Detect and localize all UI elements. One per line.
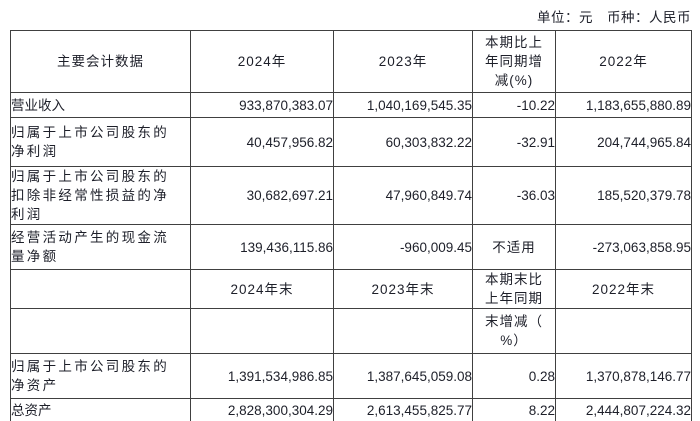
net-profit-2022: 204,744,965.84 xyxy=(555,117,692,167)
total-assets-2023: 2,613,455,825.77 xyxy=(333,398,473,421)
net-profit-excl-2023: 47,960,849.74 xyxy=(333,166,473,225)
continuation-blank-2 xyxy=(190,308,334,354)
total-assets-yoy: 8.22 xyxy=(472,398,556,421)
table-header-row-period-end: 2024年末 2023年末 本期末比 上年同期 2022年末 xyxy=(10,269,692,309)
header-year-2023: 2023年 xyxy=(333,30,473,93)
net-assets-2022: 1,370,878,146.77 xyxy=(555,353,692,399)
table-row-net-profit-excl-nonrecurring: 归属于上市公司股东的 扣除非经常性损益的净 利润 30,682,697.21 4… xyxy=(10,166,692,225)
net-assets-2024: 1,391,534,986.85 xyxy=(190,353,334,399)
header-year-2022: 2022年 xyxy=(555,30,692,93)
net-profit-2024: 40,457,956.82 xyxy=(190,117,334,167)
net-assets-yoy: 0.28 xyxy=(472,353,556,399)
table-row-net-assets: 归属于上市公司股东的 净资产 1,391,534,986.85 1,387,64… xyxy=(10,353,692,399)
operating-revenue-2024: 933,870,383.07 xyxy=(190,92,334,118)
operating-revenue-yoy: -10.22 xyxy=(472,92,556,118)
total-assets-2024: 2,828,300,304.29 xyxy=(190,398,334,421)
header-end-2024: 2024年末 xyxy=(190,269,334,309)
table-row-operating-cash-flow: 经营活动产生的现金流 量净额 139,436,115.86 -960,009.4… xyxy=(10,224,692,270)
header-main-accounting-data: 主要会计数据 xyxy=(10,30,191,93)
unit-currency-note: 单位：元 币种：人民币 xyxy=(537,10,691,25)
net-profit-2023: 60,303,832.22 xyxy=(333,117,473,167)
key-accounting-data-table: 主要会计数据 2024年 2023年 本期比上 年同期增 减(%) 2022年 … xyxy=(10,30,692,421)
table-row-operating-revenue: 营业收入 933,870,383.07 1,040,169,545.35 -10… xyxy=(10,92,692,118)
net-profit-excl-2022: 185,520,379.78 xyxy=(555,166,692,225)
table-row-net-profit: 归属于上市公司股东的 净利润 40,457,956.82 60,303,832.… xyxy=(10,117,692,167)
header-yoy-change-pct: 本期比上 年同期增 减(%) xyxy=(472,30,556,93)
header-end-yoy-change: 本期末比 上年同期 xyxy=(472,269,556,309)
continuation-blank-1 xyxy=(10,308,191,354)
header-end-2022: 2022年末 xyxy=(555,269,692,309)
label-operating-cash-flow: 经营活动产生的现金流 量净额 xyxy=(10,224,191,270)
table-header-row: 主要会计数据 2024年 2023年 本期比上 年同期增 减(%) 2022年 xyxy=(10,30,692,93)
label-net-profit-excl-nonrecurring: 归属于上市公司股东的 扣除非经常性损益的净 利润 xyxy=(10,166,191,225)
net-profit-excl-yoy: -36.03 xyxy=(472,166,556,225)
net-profit-excl-2024: 30,682,697.21 xyxy=(190,166,334,225)
net-profit-yoy: -32.91 xyxy=(472,117,556,167)
continuation-blank-3 xyxy=(333,308,473,354)
label-net-profit-attributable: 归属于上市公司股东的 净利润 xyxy=(10,117,191,167)
operating-revenue-2023: 1,040,169,545.35 xyxy=(333,92,473,118)
label-total-assets: 总资产 xyxy=(10,398,191,421)
total-assets-2022: 2,444,807,224.32 xyxy=(555,398,692,421)
operating-revenue-2022: 1,183,655,880.89 xyxy=(555,92,692,118)
cash-flow-yoy-not-applicable: 不适用 xyxy=(472,224,556,270)
header-end-change-pct: 末增减（ %） xyxy=(472,308,556,354)
table-header-row-change-pct-continuation: 末增减（ %） xyxy=(10,308,692,354)
cash-flow-2023: -960,009.45 xyxy=(333,224,473,270)
label-operating-revenue: 营业收入 xyxy=(10,92,191,118)
label-net-assets-attributable: 归属于上市公司股东的 净资产 xyxy=(10,353,191,399)
continuation-blank-4 xyxy=(555,308,692,354)
header-period-end-blank xyxy=(10,269,191,309)
cash-flow-2022: -273,063,858.95 xyxy=(555,224,692,270)
header-end-2023: 2023年末 xyxy=(333,269,473,309)
table-row-total-assets: 总资产 2,828,300,304.29 2,613,455,825.77 8.… xyxy=(10,398,692,421)
cash-flow-2024: 139,436,115.86 xyxy=(190,224,334,270)
net-assets-2023: 1,387,645,059.08 xyxy=(333,353,473,399)
header-year-2024: 2024年 xyxy=(190,30,334,93)
